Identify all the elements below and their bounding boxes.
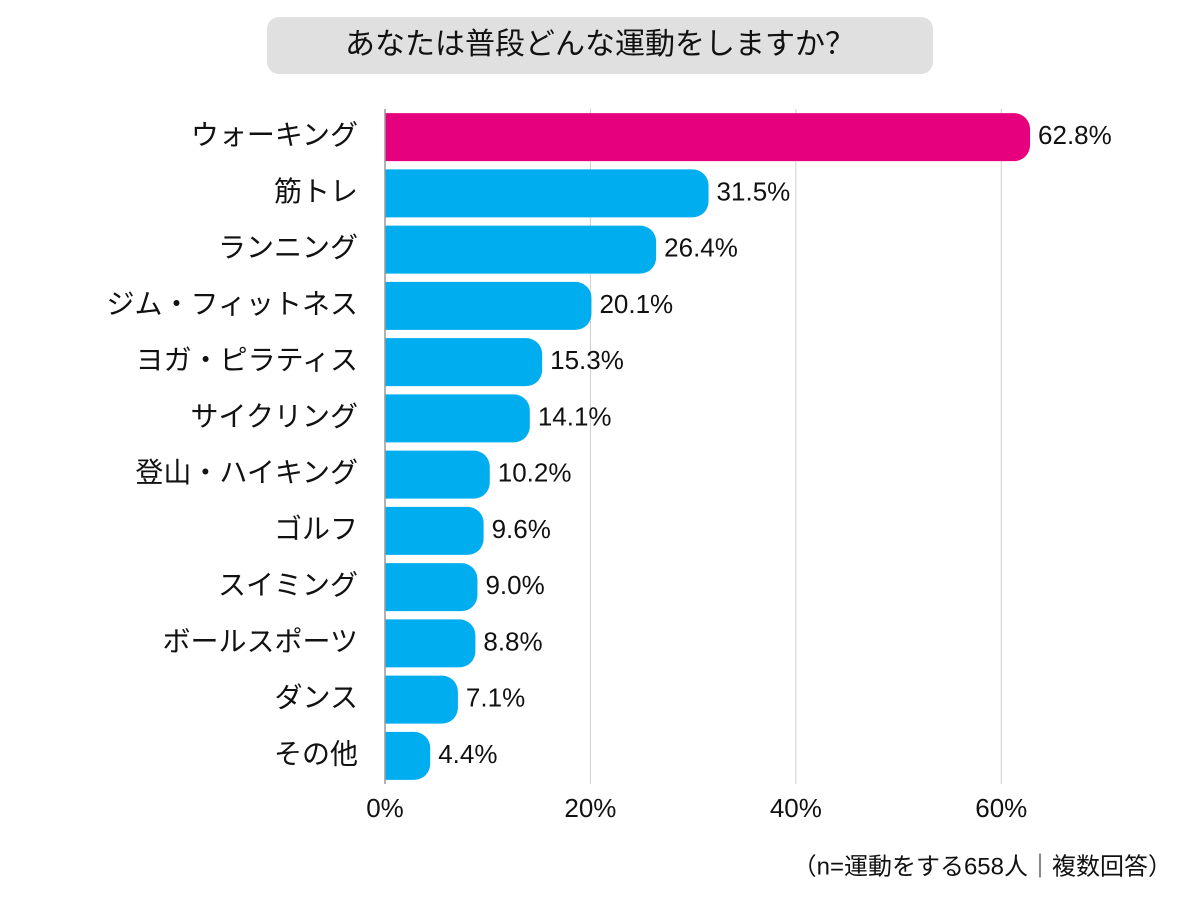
value-label: 15.3%: [550, 345, 624, 375]
y-tick-label: ゴルフ: [274, 513, 358, 544]
value-label: 4.4%: [438, 739, 497, 769]
y-tick-label: 筋トレ: [274, 176, 358, 207]
value-label: 31.5%: [717, 176, 791, 206]
bar: [385, 225, 657, 274]
y-tick-label: ヨガ・ピラティス: [136, 345, 358, 376]
y-tick-label: サイクリング: [191, 401, 358, 432]
y-tick-label: ウォーキング: [191, 120, 358, 151]
value-label: 26.4%: [664, 233, 738, 263]
value-label: 62.8%: [1038, 120, 1112, 150]
x-tick-label: 40%: [770, 793, 822, 823]
y-tick-label: ボールスポーツ: [163, 626, 358, 657]
bar: [385, 619, 476, 668]
x-tick-label: 0%: [366, 793, 404, 823]
bar: [385, 506, 484, 555]
y-tick-label: ランニング: [218, 232, 358, 263]
y-tick-label: ダンス: [275, 682, 358, 713]
y-tick-label: ジム・フィットネス: [107, 288, 358, 319]
note: （n=運動をする658人｜複数回答）: [793, 853, 1172, 880]
value-label: 10.2%: [498, 458, 572, 488]
y-tick-label: その他: [274, 738, 358, 769]
bar: [385, 450, 490, 499]
y-tick-label: 登山・ハイキング: [135, 457, 358, 488]
x-tick-label: 60%: [975, 793, 1027, 823]
bar: [385, 675, 458, 724]
chart-title: あなたは普段どんな運動をしますか？: [345, 28, 855, 61]
value-label: 9.0%: [485, 570, 544, 600]
bar: [385, 281, 592, 330]
bar: [385, 731, 431, 780]
value-label: 14.1%: [538, 401, 612, 431]
x-tick-label: 20%: [564, 793, 616, 823]
bar: [385, 394, 530, 443]
title-box: [267, 17, 933, 74]
bar: [385, 338, 543, 387]
bar: [385, 169, 709, 218]
value-label: 9.6%: [492, 514, 551, 544]
value-label: 8.8%: [483, 626, 542, 656]
value-label: 7.1%: [466, 683, 525, 713]
value-label: 20.1%: [599, 289, 673, 319]
bar: [385, 113, 1031, 162]
bar: [385, 563, 478, 612]
y-tick-label: スイミング: [218, 570, 358, 601]
